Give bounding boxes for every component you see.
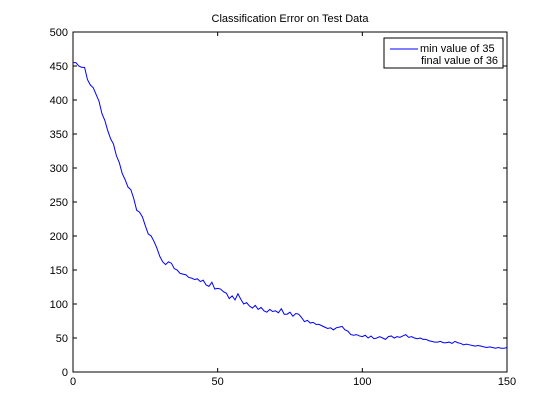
y-tick-label: 350 (50, 129, 68, 141)
legend-entry: min value of 35 (420, 43, 495, 55)
plot-area (72, 31, 508, 373)
x-tick-label: 150 (498, 376, 516, 388)
legend-entry: final value of 36 (421, 55, 498, 67)
axis-ticks (72, 31, 508, 373)
series-line (73, 62, 508, 349)
y-tick-label: 400 (50, 95, 68, 107)
y-tick-label: 450 (50, 61, 68, 73)
axis-tick-labels: 0 50 100 150 0 50 100 150 200 250 300 350 400 450 500 (50, 27, 517, 388)
x-tick-label: 100 (353, 376, 371, 388)
chart-title: Classification Error on Test Data (212, 13, 370, 25)
x-tick-label: 0 (70, 376, 76, 388)
y-tick-label: 500 (50, 27, 68, 39)
legend: min value of 35 final value of 36 (383, 37, 504, 69)
y-tick-label: 250 (50, 197, 68, 209)
x-tick-label: 50 (212, 376, 224, 388)
y-tick-label: 150 (50, 265, 68, 277)
y-tick-label: 200 (50, 231, 68, 243)
y-tick-label: 50 (56, 333, 68, 345)
legend-box (383, 37, 504, 69)
y-tick-label: 300 (50, 163, 68, 175)
y-tick-label: 0 (62, 367, 68, 379)
y-tick-label: 100 (50, 299, 68, 311)
